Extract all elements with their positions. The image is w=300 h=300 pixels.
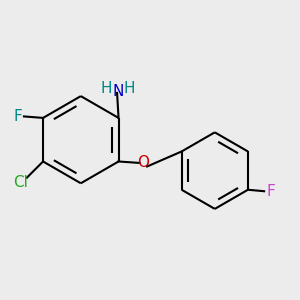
Text: H: H — [124, 81, 135, 96]
Text: F: F — [266, 184, 275, 199]
Text: O: O — [138, 154, 150, 169]
Text: Cl: Cl — [14, 176, 28, 190]
Text: F: F — [13, 109, 22, 124]
Text: N: N — [113, 84, 124, 99]
Text: H: H — [100, 81, 112, 96]
